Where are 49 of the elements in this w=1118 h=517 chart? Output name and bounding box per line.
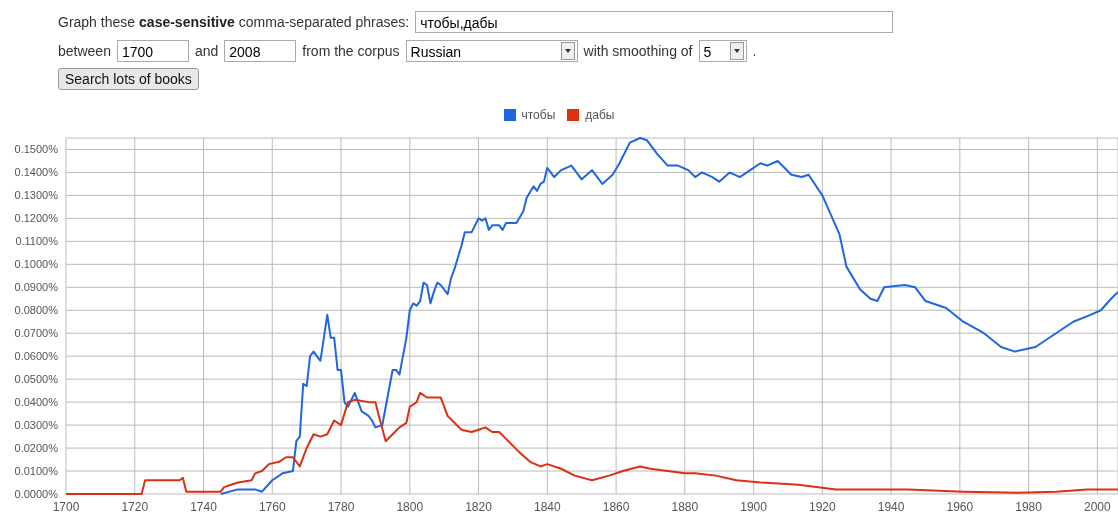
- y-tick-label: 0.1400%: [14, 166, 59, 179]
- text: Russian: [405, 40, 578, 62]
- x-tick-label: 1720: [121, 499, 149, 514]
- y-tick-label: 0.0000%: [14, 487, 59, 500]
- x-tick-label: 1820: [465, 499, 493, 514]
- x-tick-label: 1920: [808, 499, 837, 514]
- x-tick-label: 1860: [602, 499, 630, 514]
- y-tick-label: 0.0700%: [14, 327, 59, 340]
- y-tick-label: 0.0500%: [14, 373, 59, 386]
- text: 2008: [224, 40, 297, 62]
- y-tick-label: 0.1100%: [15, 235, 59, 248]
- y-tick-label: 0.1300%: [14, 189, 59, 202]
- y-tick-label: 0.0800%: [14, 304, 59, 317]
- y-tick-label: 0.1000%: [14, 258, 59, 271]
- text: comma-separated phrases:: [238, 14, 410, 30]
- text: between: [58, 43, 111, 59]
- y-tick-label: 0.0600%: [14, 350, 59, 363]
- x-tick-label: 1800: [396, 499, 424, 514]
- text: Search lots of books: [58, 68, 199, 90]
- x-tick-label: 1940: [877, 499, 905, 514]
- y-tick-label: 0.0900%: [14, 281, 59, 294]
- x-tick-label: 1780: [327, 499, 355, 514]
- text: and: [194, 43, 219, 59]
- text: Graph these: [58, 14, 136, 30]
- legend-label: дабы: [585, 108, 615, 122]
- x-tick-label: 1900: [740, 499, 768, 514]
- text: 1700: [116, 40, 189, 62]
- x-tick-label: 1760: [258, 499, 286, 514]
- x-tick-label: 1740: [190, 499, 218, 514]
- x-tick-label: 2000: [1084, 499, 1112, 514]
- x-tick-label: 1980: [1015, 499, 1043, 514]
- text: 5: [698, 40, 747, 62]
- text: from the corpus: [302, 43, 400, 59]
- x-tick-label: 1700: [52, 499, 80, 514]
- text: case-sensitive: [139, 14, 235, 30]
- y-tick-label: 0.0100%: [14, 464, 59, 477]
- y-tick-label: 0.0300%: [14, 419, 59, 431]
- line-series: [219, 137, 1118, 495]
- x-tick-label: 1880: [671, 499, 699, 514]
- x-tick-label: 1840: [533, 499, 561, 514]
- text: with smoothing of: [583, 43, 693, 59]
- y-tick-label: 0.0200%: [14, 441, 59, 454]
- text: чтобы,дабы: [415, 11, 894, 33]
- y-tick-label: 0.1200%: [14, 212, 59, 225]
- y-tick-label: 0.0400%: [14, 396, 59, 409]
- text: .: [752, 43, 757, 59]
- legend-label: чтобы: [521, 108, 556, 122]
- y-tick-label: 0.1500%: [14, 143, 59, 156]
- x-tick-label: 1960: [946, 499, 974, 514]
